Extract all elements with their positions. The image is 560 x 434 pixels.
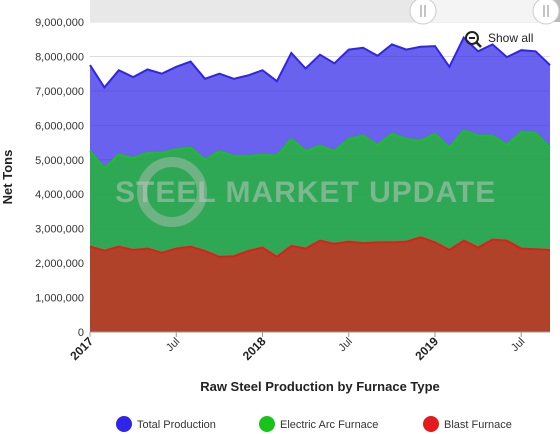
x-tick-label: 2017 <box>67 334 96 363</box>
area-blast-furnace <box>90 237 550 332</box>
line-electric-arc-furnace <box>89 129 551 170</box>
legend-item-total-production[interactable]: Total Production <box>116 416 216 432</box>
watermark-text: STEEL MARKET UPDATE <box>115 176 496 209</box>
legend-label: Total Production <box>137 419 216 431</box>
series-areas <box>89 35 551 332</box>
legend-swatch <box>259 416 275 432</box>
y-tick-label: 8,000,000 <box>35 51 84 63</box>
navigator-track <box>90 0 422 22</box>
navigator-right-handle[interactable] <box>532 0 560 25</box>
line-blast-furnace <box>89 236 551 259</box>
y-tick-label: 5,000,000 <box>35 155 84 167</box>
legend-label: Blast Furnace <box>444 419 512 431</box>
legend-swatch <box>116 416 132 432</box>
y-tick-label: 3,000,000 <box>35 224 84 236</box>
x-tick-label: Jul <box>509 336 527 354</box>
y-tick-label: 9,000,000 <box>35 17 84 29</box>
zoom-out-icon <box>465 31 482 48</box>
range-navigator[interactable] <box>90 0 560 25</box>
legend-item-blast-furnace[interactable]: Blast Furnace <box>423 416 512 432</box>
x-tick-label: Jul <box>164 336 182 354</box>
navigator-left-handle[interactable] <box>409 0 437 25</box>
legend-swatch <box>423 416 439 432</box>
watermark-logo-icon <box>137 157 207 227</box>
watermark-logo: STEEL MARKET UPDATE <box>115 157 496 227</box>
x-tick-label: 2019 <box>412 334 441 363</box>
y-tick-label: 0 <box>78 327 84 339</box>
legend[interactable]: Total Production Electric Arc Furnace Blas… <box>116 416 512 432</box>
y-axis-title: Net Tons <box>0 150 15 205</box>
x-tick-label: Jul <box>336 336 354 354</box>
legend-item-electric-arc-furnace[interactable]: Electric Arc Furnace <box>259 416 378 432</box>
show-all-label[interactable]: Show all <box>488 31 533 45</box>
y-tick-label: 6,000,000 <box>35 120 84 132</box>
x-axis-title: Raw Steel Production by Furnace Type <box>200 379 440 394</box>
line-total-production <box>89 35 551 90</box>
x-tick-label: 2018 <box>240 334 269 363</box>
y-tick-label: 7,000,000 <box>35 86 84 98</box>
y-tick-label: 2,000,000 <box>35 258 84 270</box>
legend-label: Electric Arc Furnace <box>280 419 378 431</box>
y-tick-label: 4,000,000 <box>35 189 84 201</box>
y-tick-label: 1,000,000 <box>35 293 84 305</box>
navigator-selected-range[interactable] <box>422 0 546 22</box>
show-all-button[interactable]: Show all <box>465 31 533 48</box>
